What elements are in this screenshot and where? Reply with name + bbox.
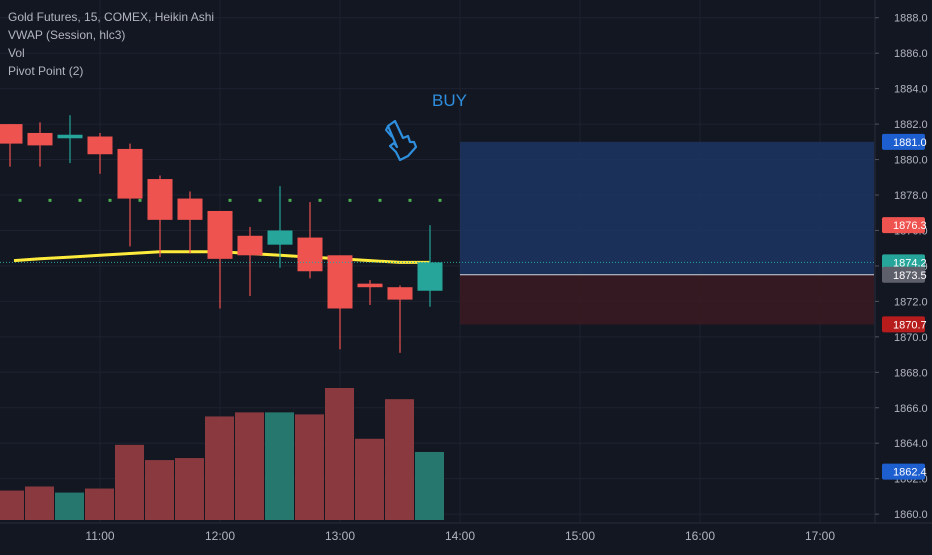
pivot-dot: [378, 198, 382, 202]
price-badge-label: 1873.5: [893, 270, 927, 282]
volume-bar: [235, 412, 264, 520]
price-tick-label: 1888.0: [894, 13, 928, 25]
price-badge: [882, 254, 925, 271]
pointing-hand-icon: [384, 119, 418, 162]
volume-bar: [295, 414, 324, 520]
time-tick-label: 11:00: [85, 529, 114, 543]
volume-bar: [115, 444, 144, 520]
volume-bar: [145, 460, 174, 520]
price-badge: [882, 217, 925, 234]
candle-body: [327, 255, 353, 309]
time-tick-label: 14:00: [445, 529, 475, 543]
candle-body: [87, 136, 113, 155]
candle-body: [27, 132, 53, 146]
volume-bar: [325, 388, 354, 520]
volume-bar: [55, 492, 84, 520]
price-badge: [882, 266, 925, 283]
volume-bar: [0, 490, 24, 520]
pivot-dot: [288, 198, 292, 202]
candle-body: [57, 134, 83, 139]
pivot-dot: [408, 198, 412, 202]
volume-bars: [0, 388, 444, 520]
axes: 1860.01862.01864.01866.01868.01870.01872…: [0, 0, 932, 543]
volume-bar: [25, 486, 54, 520]
pivot-dot: [78, 198, 82, 202]
price-badge-label: 1881.0: [893, 137, 927, 149]
price-tick-label: 1882.0: [894, 119, 928, 131]
price-badge-label: 1870.7: [893, 319, 927, 331]
pivot-dot: [438, 198, 442, 202]
price-badge: [882, 316, 925, 333]
candle-body: [297, 237, 323, 272]
volume-bar: [205, 416, 234, 520]
price-tick-label: 1886.0: [894, 48, 928, 60]
buy-annotation[interactable]: BUY: [432, 91, 467, 110]
price-badge: [882, 463, 925, 480]
stop-zone: [460, 274, 874, 325]
position-zones: [460, 141, 874, 325]
volume-bar: [355, 438, 384, 520]
price-tick-label: 1860.0: [894, 509, 928, 521]
pivot-dot: [18, 198, 22, 202]
price-tick-label: 1872.0: [894, 296, 928, 308]
legend-vwap[interactable]: VWAP (Session, hlc3): [8, 28, 126, 42]
legend-symbol[interactable]: Gold Futures, 15, COMEX, Heikin Ashi: [8, 10, 215, 24]
volume-bar: [385, 399, 414, 520]
pivot-dot: [48, 198, 52, 202]
price-tick-label: 1880.0: [894, 155, 928, 167]
candle-body: [147, 179, 173, 220]
volume-bar: [175, 458, 204, 520]
candle-body: [267, 230, 293, 245]
pivot-dot: [258, 198, 262, 202]
price-badge-label: 1862.4: [893, 467, 927, 479]
price-badge: [882, 133, 925, 150]
target-zone: [460, 141, 874, 275]
candle-body: [357, 283, 383, 288]
legend-volume[interactable]: Vol: [8, 46, 25, 60]
candle-body: [417, 262, 443, 291]
candle-body: [207, 210, 233, 259]
chart-legend: Gold Futures, 15, COMEX, Heikin Ashi VWA…: [8, 8, 214, 80]
price-tick-label: 1884.0: [894, 84, 928, 96]
volume-bar: [265, 412, 294, 520]
price-badge-label: 1876.3: [893, 220, 927, 232]
volume-bar: [85, 488, 114, 520]
pivot-dot: [318, 198, 322, 202]
pivot-dot: [228, 198, 232, 202]
time-tick-label: 17:00: [805, 529, 835, 543]
candle-body: [0, 124, 23, 144]
price-tick-label: 1878.0: [894, 190, 928, 202]
candle-body: [387, 287, 413, 300]
candle-body: [237, 235, 263, 256]
volume-bar: [415, 451, 444, 520]
candle-body: [177, 198, 203, 220]
price-badge-label: 1874.2: [893, 257, 927, 269]
pivot-dot: [138, 198, 142, 202]
price-tick-label: 1868.0: [894, 367, 928, 379]
candles: [0, 115, 443, 353]
candle-body: [117, 148, 143, 199]
time-tick-label: 15:00: [565, 529, 595, 543]
price-tick-label: 1864.0: [894, 438, 928, 450]
pivot-dot: [348, 198, 352, 202]
price-tick-label: 1866.0: [894, 403, 928, 415]
time-tick-label: 13:00: [325, 529, 355, 543]
price-tick-label: 1870.0: [894, 332, 928, 344]
pivot-dot: [108, 198, 112, 202]
time-tick-label: 16:00: [685, 529, 715, 543]
legend-pivot[interactable]: Pivot Point (2): [8, 64, 84, 78]
time-tick-label: 12:00: [205, 529, 235, 543]
